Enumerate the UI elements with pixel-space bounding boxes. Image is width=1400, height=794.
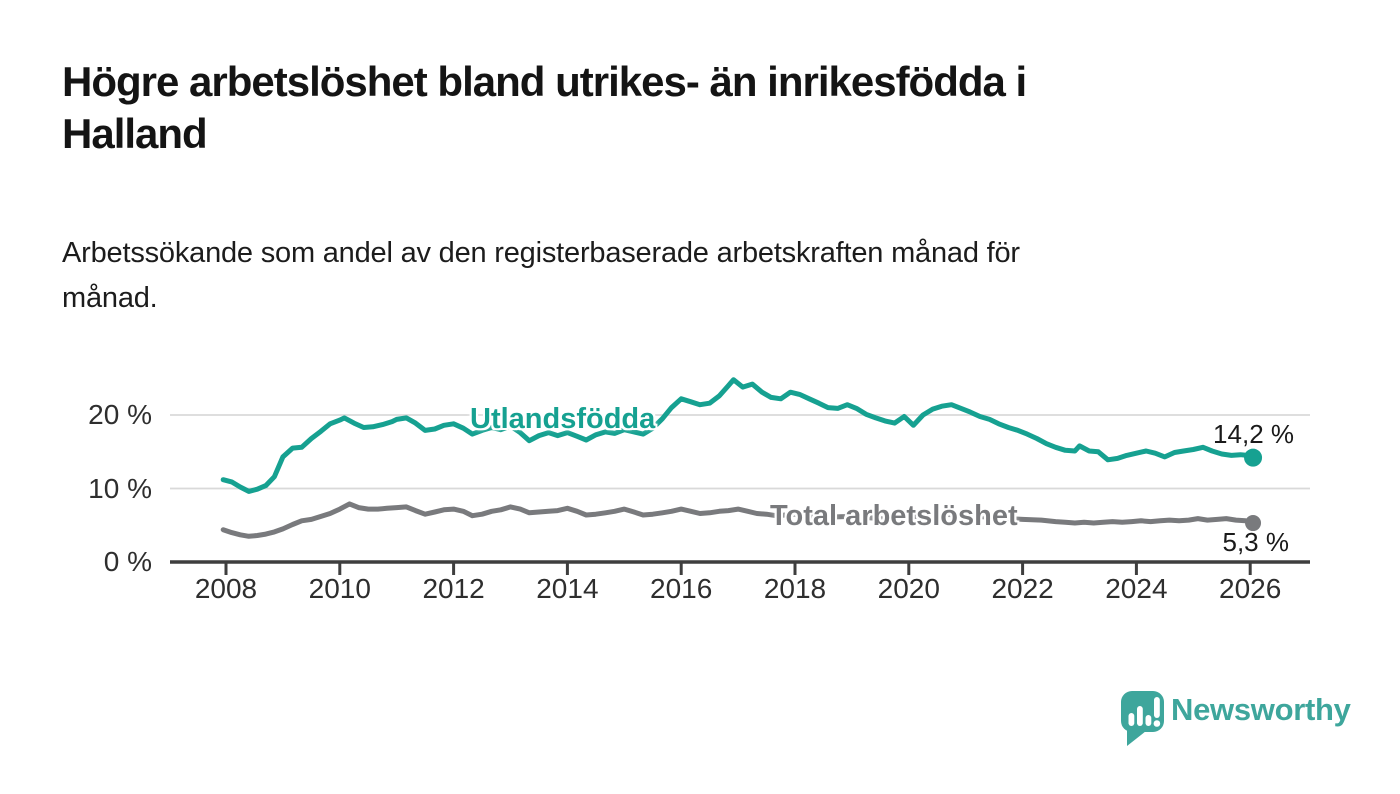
subtitle-line-2: månad. [62, 282, 158, 314]
x-axis-tick-label: 2012 [422, 573, 485, 604]
logo-bar-1 [1128, 713, 1135, 726]
page-title: Högre arbetslöshet bland utrikes- än inr… [62, 56, 1352, 160]
end-value-label-utlandsfodda: 14,2 % [1213, 419, 1294, 449]
x-axis-tick-label: 2008 [194, 573, 258, 604]
logo-bar-2 [1137, 706, 1143, 726]
title-line-1: Högre arbetslöshet bland utrikes- än inr… [62, 58, 1027, 105]
x-axis-tick-label: 2018 [763, 573, 827, 604]
x-axis-tick-label: 2026 [1219, 573, 1282, 604]
series-label-utlandsfodda: Utlandsfödda [470, 403, 656, 435]
end-value-label-total: 5,3 % [1222, 527, 1290, 557]
y-axis-tick-label: 20 % [88, 399, 152, 430]
chart-subtitle: Arbetssökande som andel av den registerb… [62, 231, 1352, 321]
newsworthy-logo-icon [1121, 691, 1164, 746]
logo-exclamation-dot [1153, 720, 1161, 727]
y-axis-tick-label: 10 % [88, 472, 152, 504]
brand-name: Newsworthy [1171, 692, 1351, 727]
subtitle-line-1: Arbetssökande som andel av den registerb… [62, 237, 1020, 269]
x-axis-tick-label: 2014 [536, 573, 599, 604]
y-axis-tick-label: 0 % [103, 546, 152, 577]
series-end-dot-1 [1245, 515, 1262, 532]
logo-bar-3 [1145, 715, 1152, 726]
series-end-dot-0 [1244, 448, 1263, 467]
x-axis-tick-label: 2020 [877, 573, 940, 604]
logo-exclamation-bar [1154, 697, 1160, 718]
series-line-1 [220, 501, 1256, 539]
x-axis-tick-label: 2010 [308, 573, 371, 604]
x-axis-tick-label: 2016 [650, 573, 713, 604]
x-axis-tick-label: 2022 [991, 573, 1054, 604]
series-label-total-arbetsloshet: Total arbetslöshet [770, 500, 1018, 532]
x-axis-tick-label: 2024 [1105, 573, 1168, 604]
title-line-2: Halland [62, 110, 208, 157]
series-line-0 [220, 377, 1256, 494]
